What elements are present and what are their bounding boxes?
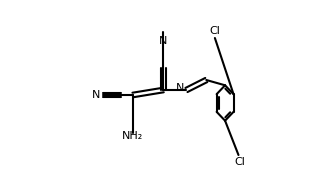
Text: N: N [92, 90, 101, 100]
Text: N: N [176, 83, 185, 93]
Text: NH₂: NH₂ [122, 131, 144, 141]
Text: N: N [159, 36, 168, 45]
Text: Cl: Cl [210, 26, 220, 36]
Text: Cl: Cl [235, 157, 246, 167]
